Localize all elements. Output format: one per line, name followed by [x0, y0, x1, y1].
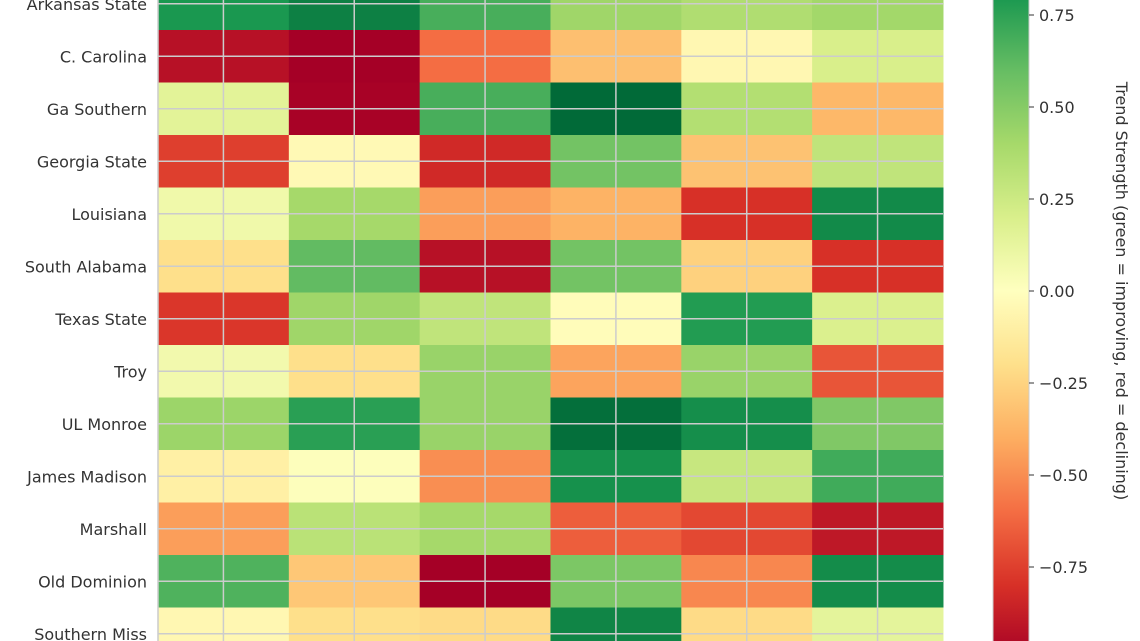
colorbar-tick-label: 0.25: [1039, 190, 1075, 209]
colorbar-gradient: [992, 0, 1030, 641]
colorbar-tick-label: −0.25: [1039, 374, 1088, 393]
colorbar: 0.75 0.50 0.25 0.00 −0.25 −0.50 −0.75 Trend St…: [992, 0, 1131, 641]
y-tick-labels: Arkansas State C. Carolina Ga Southern Geor…: [25, 0, 147, 641]
y-tick-label: James Madison: [26, 467, 147, 486]
colorbar-tick-label: −0.75: [1039, 558, 1088, 577]
colorbar-ticks: 0.75 0.50 0.25 0.00 −0.25 −0.50 −0.75: [1029, 6, 1088, 577]
y-tick-label: Arkansas State: [27, 0, 147, 14]
y-tick-label: C. Carolina: [60, 47, 147, 66]
grid-lines: [157, 0, 943, 641]
colorbar-tick-label: 0.50: [1039, 98, 1075, 117]
y-tick-label: UL Monroe: [62, 415, 147, 434]
y-tick-label: Marshall: [80, 520, 147, 539]
colorbar-label: Trend Strength (green = improving, red =…: [1112, 81, 1131, 500]
y-tick-label: Louisiana: [71, 205, 147, 224]
y-tick-label: Old Dominion: [38, 572, 147, 591]
y-tick-label: Texas State: [54, 310, 147, 329]
y-tick-label: Troy: [113, 362, 147, 381]
heatmap-cells: [158, 0, 944, 641]
y-tick-label: Southern Miss: [34, 625, 147, 641]
y-tick-label: Georgia State: [37, 152, 147, 171]
colorbar-tick-label: −0.50: [1039, 466, 1088, 485]
y-tick-label: Ga Southern: [47, 100, 147, 119]
colorbar-tick-label: 0.75: [1039, 6, 1075, 25]
colorbar-tick-label: 0.00: [1039, 282, 1075, 301]
y-tick-label: South Alabama: [25, 257, 147, 276]
